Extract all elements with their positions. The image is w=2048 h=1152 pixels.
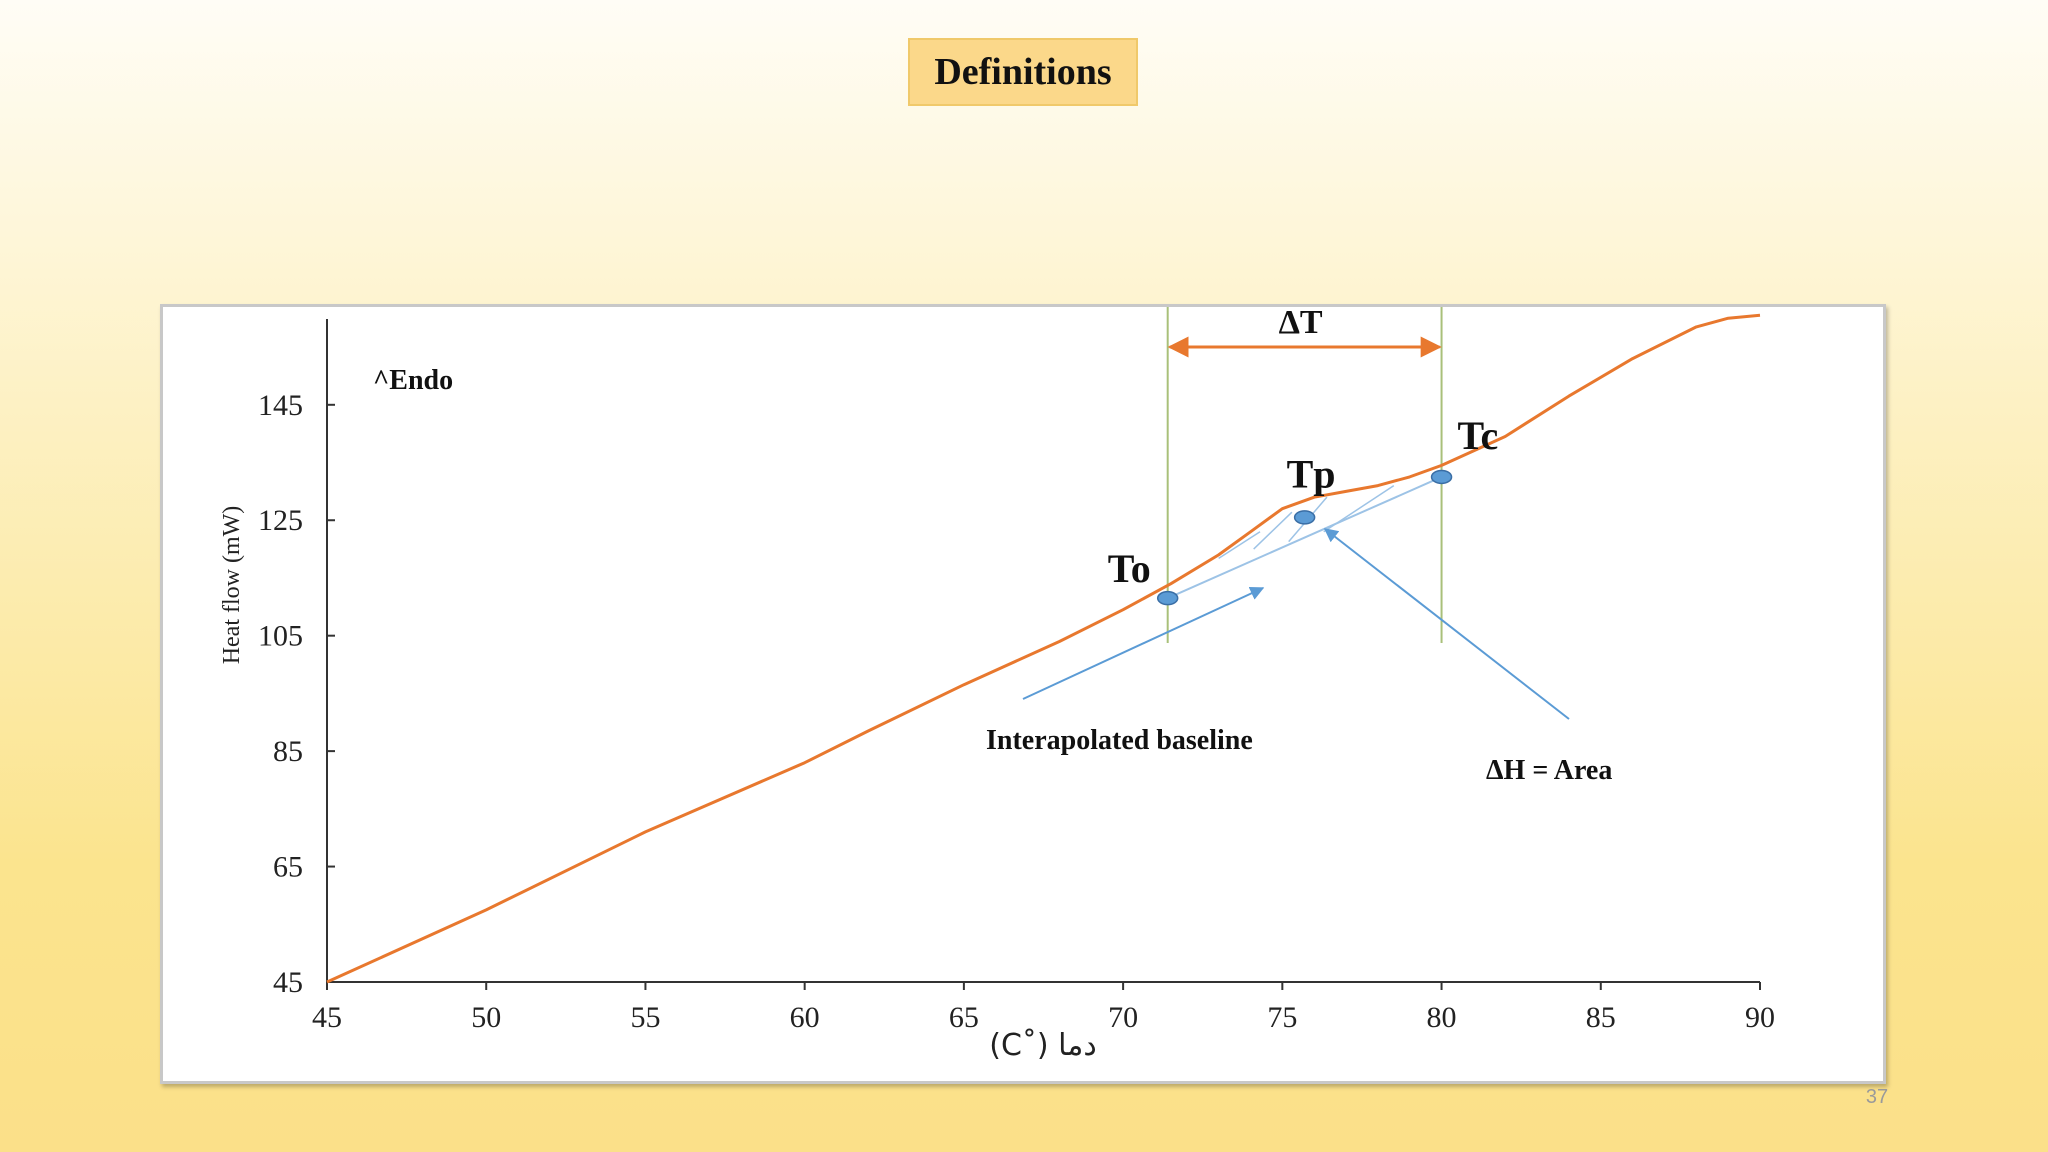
point-label-tp: Tp [1287, 451, 1336, 496]
x-tick-label: 60 [790, 1001, 820, 1034]
area-hatch-line [1323, 484, 1395, 533]
baseline-pointer-arrow [1022, 586, 1265, 700]
x-tick-label: 85 [1586, 1001, 1616, 1034]
axes: 45 50 55 60 65 70 75 80 85 90 45 65 85 105 125 145 Heat … [219, 319, 1775, 1063]
y-tick-label: 105 [258, 620, 303, 653]
dsc-chart: 45 50 55 60 65 70 75 80 85 90 45 65 85 105 125 145 Heat … [219, 307, 1775, 1063]
page-number: 37 [1865, 1086, 1889, 1108]
slide-title: Definitions [908, 38, 1138, 106]
y-tick-label: 145 [258, 389, 303, 422]
area-hatch-line [1253, 511, 1293, 550]
x-tick-label: 80 [1427, 1001, 1457, 1034]
point-label-tc: Tc [1458, 413, 1499, 458]
chart-frame: 45 50 55 60 65 70 75 80 85 90 45 65 85 105 125 145 Heat … [160, 304, 1886, 1084]
x-tick-label: 50 [471, 1001, 501, 1034]
series-line [326, 313, 1761, 984]
x-tick-label: 75 [1267, 1001, 1297, 1034]
delta-h-label: ΔH = Area [1486, 755, 1612, 786]
series-layer [326, 313, 1761, 984]
endo-label: ^Endo [373, 365, 453, 396]
x-tick-label: 90 [1745, 1001, 1775, 1034]
y-tick-label: 65 [273, 851, 303, 884]
delta-t-label: ΔT [1279, 307, 1323, 341]
point-label-to: To [1108, 546, 1151, 591]
y-axis-label: Heat flow (mW) [219, 506, 245, 665]
point-marker-to [1156, 590, 1179, 606]
baseline-line [1167, 476, 1442, 600]
point-marker-tc [1430, 469, 1453, 485]
baseline-label: Interapolated baseline [986, 725, 1253, 756]
point-marker-tp [1293, 510, 1316, 525]
labels-layer: To Tp Tc ΔT ^Endo Interapolated baseline ΔH = … [373, 307, 1612, 786]
y-tick-label: 45 [273, 966, 303, 999]
y-tick-label: 85 [273, 735, 303, 768]
area-pointer-arrow [1323, 528, 1570, 720]
x-tick-label: 55 [630, 1001, 660, 1034]
x-tick-label: 65 [949, 1001, 979, 1034]
y-tick-label: 125 [258, 504, 303, 537]
x-axis-label: دما (˚C) [989, 1028, 1096, 1063]
markers-layer [1156, 469, 1453, 606]
x-tick-label: 70 [1108, 1001, 1138, 1034]
area-hatch-line [1218, 531, 1261, 559]
x-tick-label: 45 [312, 1001, 342, 1034]
